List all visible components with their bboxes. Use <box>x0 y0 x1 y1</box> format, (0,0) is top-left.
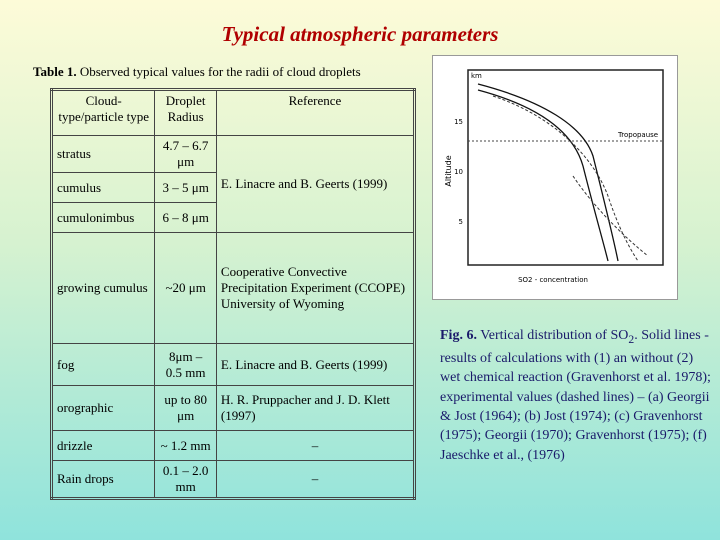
table-row: cumulonimbus 6 – 8 μm <box>50 202 415 233</box>
type-cell: cumulus <box>50 172 156 203</box>
radius-cell: 3 – 5 μm <box>154 172 217 203</box>
y-unit: km <box>471 72 482 80</box>
curve <box>492 95 639 262</box>
table-row: orographic up to 80 μm H. R. Pruppacher an… <box>50 385 416 431</box>
radius-cell: 0.1 – 2.0 mm <box>154 460 217 499</box>
caption-label: Table 1. <box>33 64 77 79</box>
curve <box>477 83 619 262</box>
type-cell: fog <box>50 343 156 386</box>
header-row: Cloud-type/particle type Droplet Radius Re… <box>50 89 416 136</box>
radius-cell: 6 – 8 μm <box>154 202 217 233</box>
reference-cell: E. Linacre and B. Geerts (1999) <box>215 343 416 386</box>
figure-plot: km Altitude 15 10 5 Tropopause SO2 - con… <box>444 69 664 284</box>
reference-cell: E. Linacre and B. Geerts (1999) <box>215 135 416 233</box>
slide-title: Typical atmospheric parameters <box>221 22 499 46</box>
y-tick: 10 <box>454 168 463 176</box>
type-cell: drizzle <box>50 430 156 461</box>
type-cell: orographic <box>50 385 156 431</box>
curve <box>477 89 609 262</box>
figure-caption: Fig. 6. Vertical distribution of SO2. So… <box>440 326 712 465</box>
radius-cell: 4.7 – 6.7 μm <box>154 135 217 173</box>
table-row: fog 8μm – 0.5 mm E. Linacre and B. Geerts … <box>50 343 416 386</box>
table-row: Rain drops 0.1 – 2.0 mm – <box>50 460 416 499</box>
x-label: SO2 - concentration <box>518 276 588 284</box>
reference-cell: – <box>215 460 416 499</box>
figure: km Altitude 15 10 5 Tropopause SO2 - con… <box>432 55 678 300</box>
table-caption: Table 1. Observed typical values for the… <box>33 64 361 80</box>
table-row: growing cumulus ~20 μm Cooperative Convect… <box>50 232 416 344</box>
reference-cell: Cooperative Convective Precipitation Exp… <box>215 232 416 344</box>
header-cell: Droplet Radius <box>154 89 217 136</box>
radius-cell: 8μm – 0.5 mm <box>154 343 217 386</box>
fig-subscript: 2 <box>628 332 635 346</box>
radius-cell: ~20 μm <box>154 232 217 344</box>
type-cell: Rain drops <box>50 460 156 499</box>
plot-frame <box>467 69 664 266</box>
header-cell: Reference <box>215 89 416 136</box>
table-row: stratus 4.7 – 6.7 μm E. Linacre and B. Gee… <box>50 135 416 233</box>
curve <box>572 175 649 257</box>
radius-cell: ~ 1.2 mm <box>154 430 217 461</box>
header-cell: Cloud-type/particle type <box>50 89 156 136</box>
reference-cell: – <box>215 430 416 461</box>
type-cell: growing cumulus <box>50 232 156 344</box>
fig-text: . Solid lines - results of calculations … <box>440 328 711 463</box>
type-cell: cumulonimbus <box>50 202 156 233</box>
table-row: drizzle ~ 1.2 mm – <box>50 430 416 461</box>
caption-text: Observed typical values for the radii of… <box>79 64 361 79</box>
fig-text: Vertical distribution of SO <box>480 328 629 343</box>
type-cell: stratus <box>50 135 156 173</box>
y-tick: 15 <box>454 118 463 126</box>
annotation: Tropopause <box>617 131 658 139</box>
table-row: cumulus 3 – 5 μm <box>50 172 415 203</box>
radius-cell: up to 80 μm <box>154 385 217 431</box>
fig-label: Fig. 6. <box>440 328 477 343</box>
y-tick: 5 <box>459 218 463 226</box>
data-table: Cloud-type/particle type Droplet Radius Re… <box>50 88 416 500</box>
reference-cell: H. R. Pruppacher and J. D. Klett (1997) <box>215 385 416 431</box>
y-label: Altitude <box>444 155 453 186</box>
